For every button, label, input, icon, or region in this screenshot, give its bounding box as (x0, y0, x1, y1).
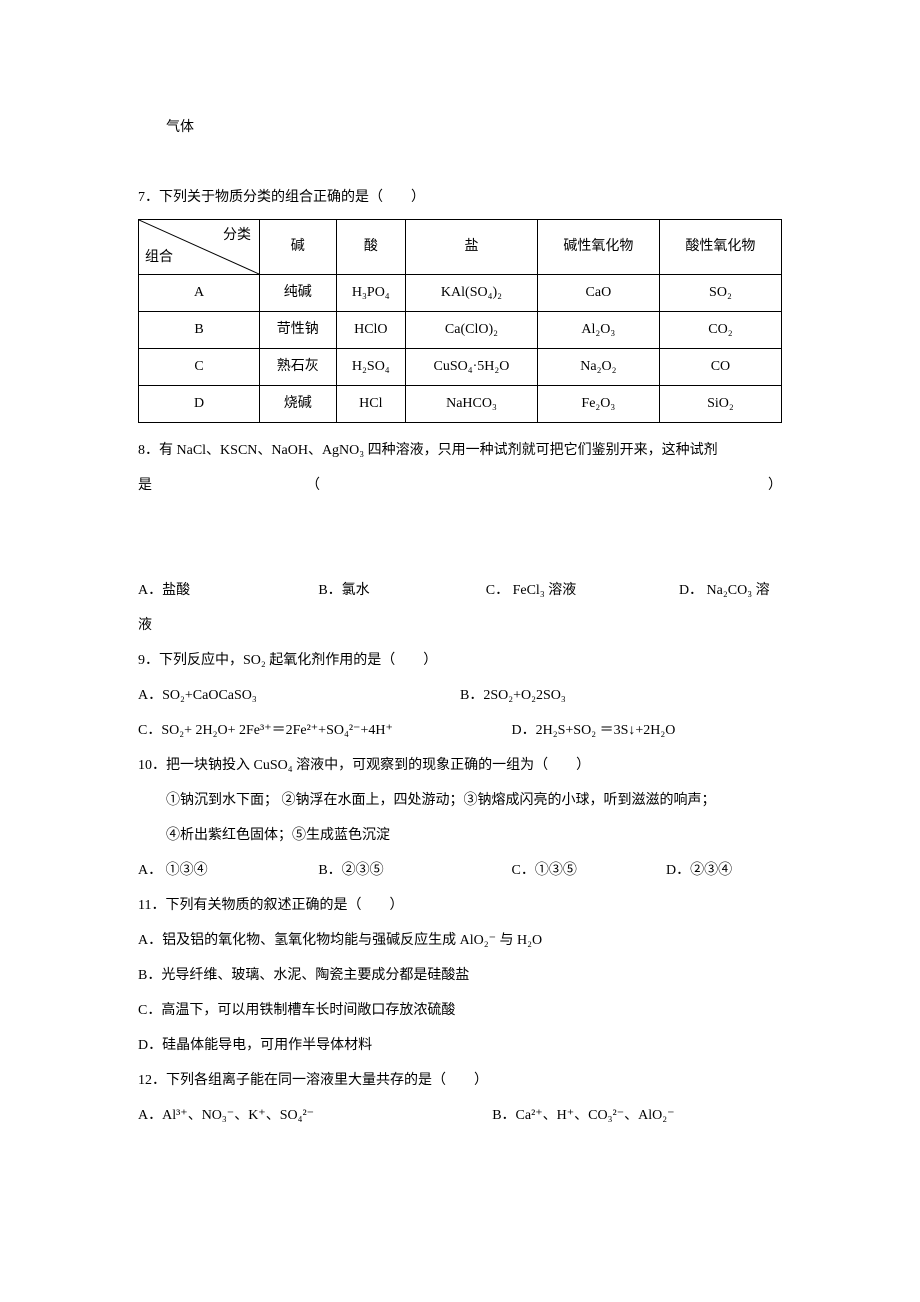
q10-sub1: ①钠沉到水下面； ②钠浮在水面上，四处游动；③钠熔成闪亮的小球，听到滋滋的响声； (138, 783, 782, 818)
q10-options: A． ①③④ B．②③⑤ C．①③⑤ D．②③④ (138, 853, 782, 888)
q11-opt-b: B．光导纤维、玻璃、水泥、陶瓷主要成分都是硅酸盐 (138, 958, 782, 993)
q12-line1: A．Al³⁺、NO₃⁻、K⁺、SO₄²⁻ B．Ca²⁺、H⁺、CO₃²⁻、AlO… (138, 1098, 782, 1133)
q9-line1: A．SO₂+CaOCaSO₃ B．2SO₂+O₂2SO₃ (138, 678, 782, 713)
q8-stem-line2: 是 （ ） (138, 468, 782, 503)
q10-sub2: ④析出紫红色固体；⑤生成蓝色沉淀 (138, 818, 782, 853)
q8-options: A．盐酸 B．氯水 C． FeCl₃ 溶液 D． Na₂CO₃ 溶 (138, 573, 782, 608)
q9-line2: C．SO₂+ 2H₂O+ 2Fe³⁺＝2Fe²⁺+SO₄²⁻+4H⁺ D．2H₂… (138, 713, 782, 748)
table-row: D 烧碱 HCl NaHCO₃ Fe₂O₃ SiO₂ (139, 386, 782, 423)
q11-stem: 11．下列有关物质的叙述正确的是（ ） (138, 888, 782, 923)
q7-stem: 7．下列关于物质分类的组合正确的是（ ） (138, 180, 782, 215)
q9-opt-a: A．SO₂+CaOCaSO₃ (138, 678, 460, 713)
q9-opt-d: D．2H₂S+SO₂ ＝3S↓+2H₂O (512, 713, 782, 748)
q8-opt-d-tail: 液 (138, 608, 782, 643)
q8-opt-a: A．盐酸 (138, 573, 318, 608)
q11-opt-c: C．高温下，可以用铁制槽车长时间敞口存放浓硫酸 (138, 993, 782, 1028)
q8-opt-b: B．氯水 (318, 573, 485, 608)
table-row: C 熟石灰 H₂SO₄ CuSO₄·5H₂O Na₂O₂ CO (139, 349, 782, 386)
q8-opt-d: D． Na₂CO₃ 溶 (679, 573, 782, 608)
diag-top-label: 分类 (223, 222, 251, 250)
th: 酸 (336, 220, 406, 275)
q9-opt-b: B．2SO₂+O₂2SO₃ (460, 678, 782, 713)
q9-opt-c: C．SO₂+ 2H₂O+ 2Fe³⁺＝2Fe²⁺+SO₄²⁻+4H⁺ (138, 713, 512, 748)
q10-stem: 10．把一块钠投入 CuSO₄ 溶液中，可观察到的现象正确的一组为（ ） (138, 748, 782, 783)
q11-opt-d: D．硅晶体能导电，可用作半导体材料 (138, 1028, 782, 1063)
th: 碱 (260, 220, 337, 275)
q9-stem: 9．下列反应中，SO₂ 起氧化剂作用的是（ ） (138, 643, 782, 678)
top-fragment: 气体 (138, 110, 782, 145)
q10-opt-c: C．①③⑤ (512, 853, 667, 888)
th: 酸性氧化物 (659, 220, 781, 275)
q10-opt-a: A． ①③④ (138, 853, 318, 888)
table-row: A 纯碱 H₃PO₄ KAl(SO₄)₂ CaO SO₂ (139, 275, 782, 312)
table-header-diag: 分类 组合 (139, 220, 260, 275)
q10-opt-d: D．②③④ (666, 853, 782, 888)
q8-stem: 8．有 NaCl、KSCN、NaOH、AgNO₃ 四种溶液，只用一种试剂就可把它… (138, 433, 782, 468)
diag-bottom-label: 组合 (145, 244, 173, 272)
th: 盐 (406, 220, 538, 275)
table-row: B 苛性钠 HClO Ca(ClO)₂ Al₂O₃ CO₂ (139, 312, 782, 349)
q10-opt-b: B．②③⑤ (318, 853, 511, 888)
q12-opt-b: B．Ca²⁺、H⁺、CO₃²⁻、AlO₂⁻ (492, 1098, 782, 1133)
q8-opt-c: C． FeCl₃ 溶液 (486, 573, 679, 608)
q11-opt-a: A．铝及铝的氧化物、氢氧化物均能与强碱反应生成 AlO₂⁻ 与 H₂O (138, 923, 782, 958)
q12-opt-a: A．Al³⁺、NO₃⁻、K⁺、SO₄²⁻ (138, 1098, 492, 1133)
q12-stem: 12．下列各组离子能在同一溶液里大量共存的是（ ） (138, 1063, 782, 1098)
q7-table: 分类 组合 碱 酸 盐 碱性氧化物 酸性氧化物 A 纯碱 H₃PO₄ KAl(S… (138, 219, 782, 423)
th: 碱性氧化物 (537, 220, 659, 275)
